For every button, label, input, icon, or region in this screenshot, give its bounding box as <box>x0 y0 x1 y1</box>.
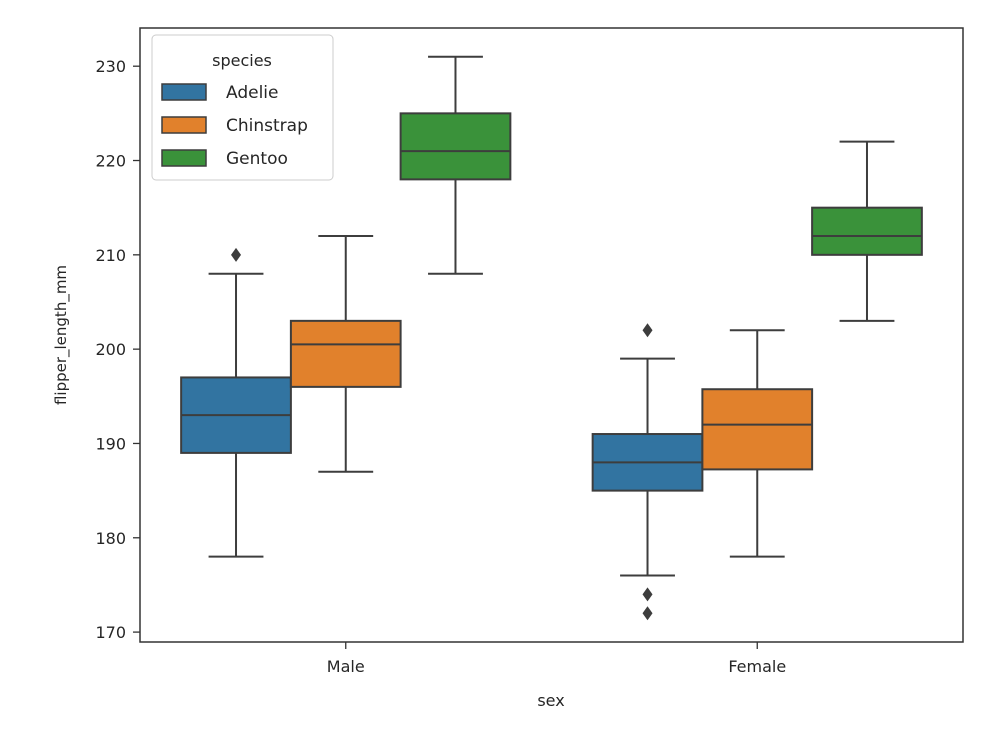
legend-label: Gentoo <box>226 149 288 169</box>
y-tick-label: 170 <box>95 623 126 642</box>
y-tick-label: 230 <box>95 57 126 76</box>
box-gentoo <box>811 206 923 256</box>
legend-label: Chinstrap <box>226 116 308 136</box>
legend-swatch-chinstrap <box>161 116 207 134</box>
legend: species Adelie Chinstrap Gentoo <box>151 34 334 181</box>
legend-swatch-gentoo <box>161 149 207 167</box>
outlier-point <box>642 587 653 602</box>
outlier-point <box>642 323 653 338</box>
legend-label: Adelie <box>226 83 279 103</box>
x-axis-label: sex <box>537 691 564 710</box>
y-tick-label: 200 <box>95 340 126 359</box>
y-tick-label: 220 <box>95 152 126 171</box>
y-tick-label: 180 <box>95 529 126 548</box>
legend-swatch-adelie <box>161 83 207 101</box>
legend-frame <box>151 34 334 181</box>
outlier-point <box>642 606 653 621</box>
box-gentoo <box>399 112 512 181</box>
y-tick-label: 190 <box>95 434 126 453</box>
x-tick-label: Female <box>728 657 786 676</box>
box-chinstrap <box>701 388 814 471</box>
plot-frame <box>139 27 964 643</box>
x-tick-label: Male <box>327 657 365 676</box>
legend-title: species <box>212 51 272 70</box>
box-chinstrap <box>289 319 402 388</box>
y-axis-label: flipper_length_mm <box>52 265 71 405</box>
y-tick-label: 210 <box>95 246 126 265</box>
outlier-point <box>231 247 242 262</box>
